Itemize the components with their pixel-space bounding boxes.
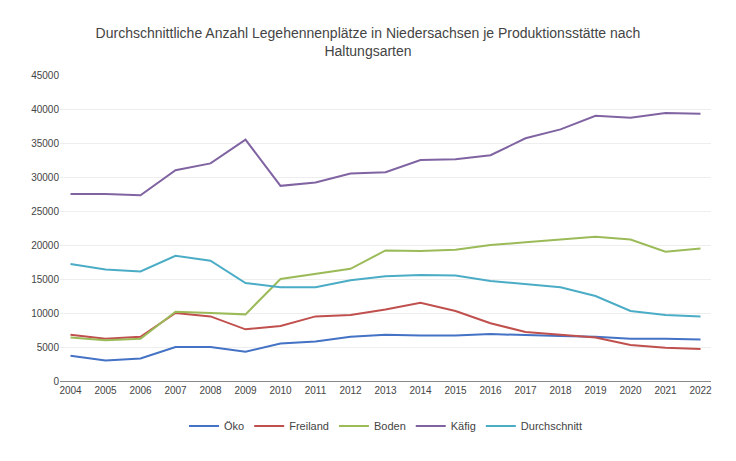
svg-text:15000: 15000 <box>31 274 59 285</box>
svg-text:2011: 2011 <box>305 385 327 396</box>
svg-text:40000: 40000 <box>31 104 59 115</box>
svg-text:2022: 2022 <box>689 385 712 396</box>
svg-text:2009: 2009 <box>234 385 257 396</box>
svg-text:2020: 2020 <box>619 385 642 396</box>
svg-text:2016: 2016 <box>479 385 502 396</box>
svg-text:20000: 20000 <box>31 240 59 251</box>
svg-text:25000: 25000 <box>31 206 59 217</box>
svg-text:2019: 2019 <box>584 385 607 396</box>
svg-text:0: 0 <box>53 376 59 387</box>
svg-text:2015: 2015 <box>444 385 467 396</box>
svg-text:2017: 2017 <box>514 385 537 396</box>
svg-text:Freiland: Freiland <box>289 420 329 432</box>
svg-text:45000: 45000 <box>31 70 59 81</box>
svg-text:5000: 5000 <box>37 342 60 353</box>
svg-text:30000: 30000 <box>31 172 59 183</box>
svg-text:2018: 2018 <box>549 385 572 396</box>
svg-text:2008: 2008 <box>199 385 222 396</box>
svg-text:2012: 2012 <box>339 385 362 396</box>
svg-text:2007: 2007 <box>164 385 187 396</box>
svg-text:2014: 2014 <box>409 385 432 396</box>
svg-text:Öko: Öko <box>224 420 244 432</box>
svg-text:2021: 2021 <box>654 385 677 396</box>
svg-text:2010: 2010 <box>269 385 292 396</box>
svg-text:Käfig: Käfig <box>451 420 476 432</box>
svg-text:2013: 2013 <box>374 385 397 396</box>
svg-text:Boden: Boden <box>374 420 406 432</box>
svg-text:Durchschnittliche Anzahl Legeh: Durchschnittliche Anzahl Legehennenplätz… <box>96 25 641 59</box>
svg-text:10000: 10000 <box>31 308 59 319</box>
svg-text:2004: 2004 <box>59 385 82 396</box>
svg-text:35000: 35000 <box>31 138 59 149</box>
svg-text:2005: 2005 <box>94 385 117 396</box>
svg-text:2006: 2006 <box>129 385 152 396</box>
svg-text:Durchschnitt: Durchschnitt <box>521 420 582 432</box>
